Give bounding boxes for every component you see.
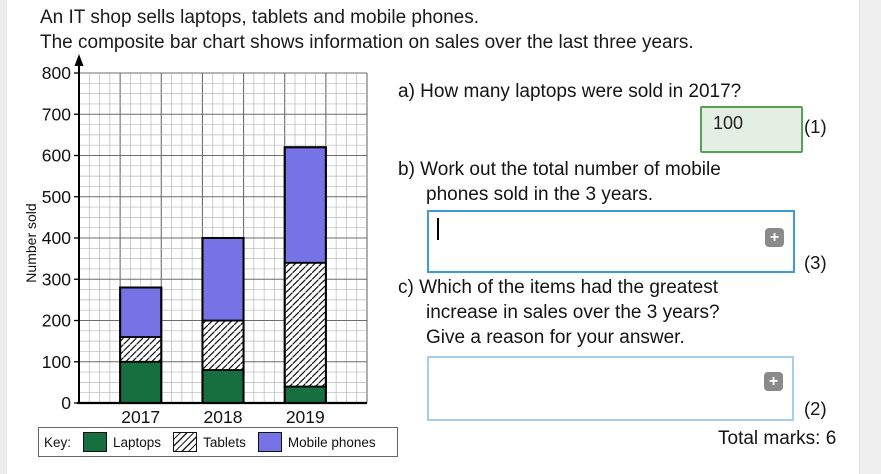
key-swatch-mobile-phones xyxy=(257,432,282,452)
total-marks: Total marks: 6 xyxy=(718,428,837,449)
text-cursor xyxy=(437,218,439,240)
question-b-marks: (3) xyxy=(804,252,827,273)
svg-text:0: 0 xyxy=(61,393,71,413)
svg-text:2019: 2019 xyxy=(286,407,325,427)
composite-bar-chart: 2017 2018 2019 800 700 600 500 400 300 200 100 0 Num… xyxy=(23,54,368,427)
question-b-answer-input[interactable]: + xyxy=(427,210,795,273)
question-c-label-line2: increase in sales over the 3 years? xyxy=(426,302,720,323)
question-intro: An IT shop sells laptops, tablets and mo… xyxy=(40,5,694,55)
question-c-marks: (2) xyxy=(804,398,827,419)
question-c-label-line3: Give a reason for your answer. xyxy=(426,327,685,348)
question-a-marks: (1) xyxy=(804,116,827,137)
chart-axes xyxy=(74,54,367,405)
question-b-label-line1: b) Work out the total number of mobile xyxy=(398,159,721,180)
key-swatch-laptops xyxy=(83,432,108,452)
expand-plus-icon[interactable]: + xyxy=(765,228,784,247)
intro-line-2: The composite bar chart shows informatio… xyxy=(40,32,694,53)
question-a-answer-input[interactable]: 100 xyxy=(700,106,803,153)
key-label: Key: xyxy=(44,434,72,450)
chart-key: Key: Laptops Tablets Mobile phones xyxy=(38,427,398,457)
scrollbar-track[interactable] xyxy=(859,0,881,474)
svg-text:2017: 2017 xyxy=(121,407,160,427)
key-entry-mobile-phones: Mobile phones xyxy=(287,434,376,450)
question-a-label: a) How many laptops were sold in 2017? xyxy=(398,81,742,102)
svg-text:100: 100 xyxy=(42,352,71,372)
key-entry-tablets: Tablets xyxy=(203,434,246,450)
chart-bars xyxy=(119,146,327,404)
svg-text:Number sold: Number sold xyxy=(23,203,39,282)
svg-text:500: 500 xyxy=(42,187,71,207)
left-gutter xyxy=(0,0,7,474)
svg-text:700: 700 xyxy=(42,104,71,124)
svg-text:300: 300 xyxy=(42,269,71,289)
intro-line-1: An IT shop sells laptops, tablets and mo… xyxy=(40,7,480,28)
svg-text:200: 200 xyxy=(42,311,71,331)
svg-text:600: 600 xyxy=(42,146,71,166)
key-swatch-tablets xyxy=(173,432,198,452)
svg-text:400: 400 xyxy=(42,228,71,248)
expand-plus-icon[interactable]: + xyxy=(764,372,783,391)
key-entry-laptops: Laptops xyxy=(113,434,162,450)
chart-axis-labels: 2017 2018 2019 800 700 600 500 400 300 200 100 0 Num… xyxy=(23,63,325,427)
svg-text:2018: 2018 xyxy=(204,407,243,427)
question-c-answer-input[interactable]: + xyxy=(427,356,794,421)
question-b-label-line2: phones sold in the 3 years. xyxy=(426,184,654,205)
svg-text:800: 800 xyxy=(42,63,71,83)
question-c-label-line1: c) Which of the items had the greatest xyxy=(398,277,718,298)
